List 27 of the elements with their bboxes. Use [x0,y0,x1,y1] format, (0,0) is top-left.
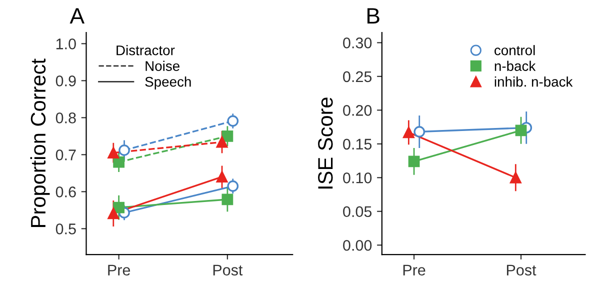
y-tick-label: 0.20 [343,105,372,116]
x-tick-label: Pre [403,264,426,276]
y-tick-label: 0.8 [56,112,76,124]
x-tick-label: Post [213,264,243,276]
y-tick-label: 0.10 [343,172,372,184]
legend-label: n-back [494,60,536,71]
x-tick-label: Post [506,264,536,276]
y-axis-title: Proportion Correct [30,58,50,227]
y-tick-label: 0.9 [56,76,76,86]
y-axis-title: ISE Score [318,98,333,189]
y-tick-label: 0.6 [56,186,76,198]
chart-title: A [70,8,85,24]
y-tick-label: 0.5 [56,224,76,234]
legend-title: Distractor [116,45,175,56]
annotation: Speech [145,76,191,90]
y-tick-label: 0.25 [343,71,372,82]
y-tick-label: 0.00 [343,240,372,251]
legend-label: inhib. n-back [494,76,573,87]
y-tick-label: 0.7 [56,150,76,160]
y-tick-label: 1.0 [56,38,76,50]
x-tick-label: Pre [108,264,130,276]
y-tick-label: 0.05 [343,206,372,218]
y-tick-label: 0.15 [343,138,372,150]
legend-label: control [494,45,535,56]
annotation: Noise [146,60,180,71]
y-tick-label: 0.30 [343,38,372,48]
chart-title: B [367,8,380,24]
